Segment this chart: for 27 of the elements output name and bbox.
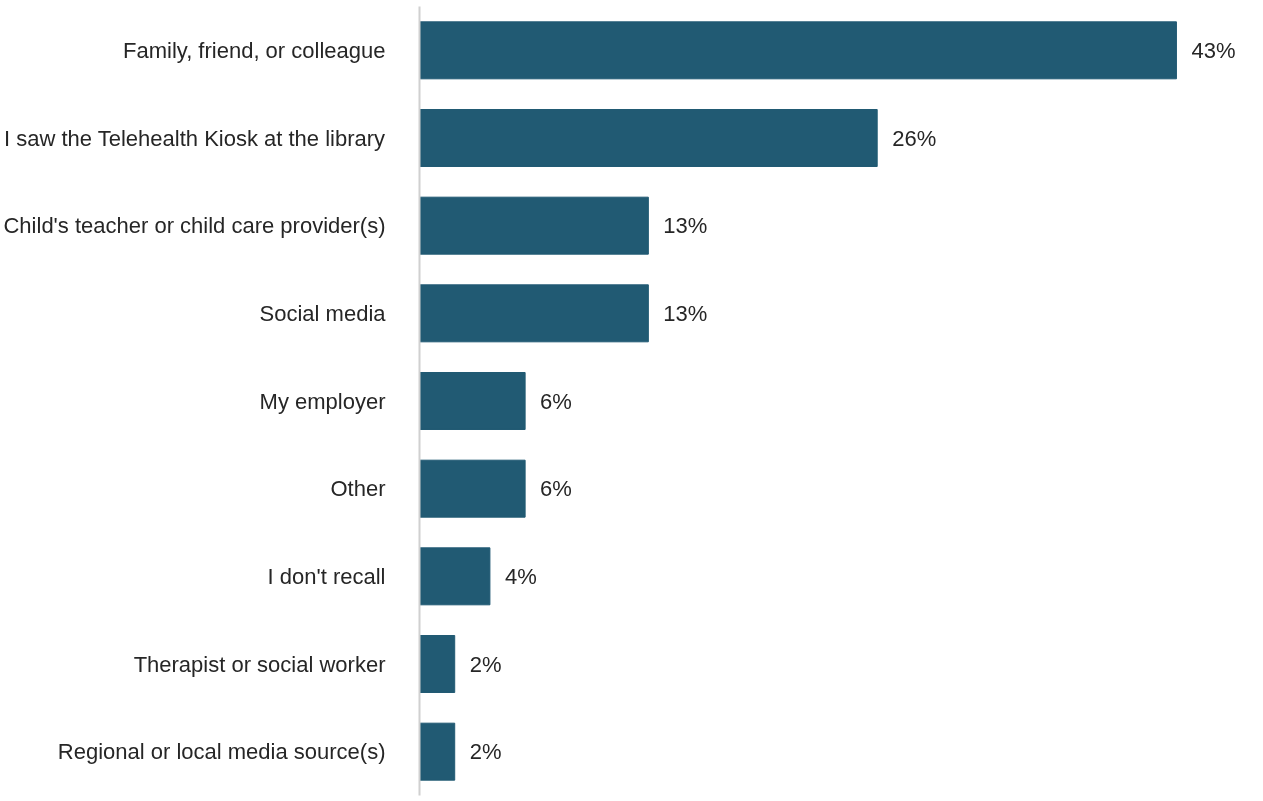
data-label: 13% bbox=[663, 213, 708, 239]
bar bbox=[419, 21, 1177, 80]
data-label: 6% bbox=[540, 388, 572, 414]
y-tick-label: Regional or local media source(s) bbox=[57, 739, 386, 765]
y-tick-label: My employer bbox=[259, 388, 386, 414]
y-tick-label: Social media bbox=[259, 300, 387, 326]
data-label: 26% bbox=[892, 125, 937, 151]
data-label: 4% bbox=[504, 563, 537, 589]
bar bbox=[419, 196, 649, 255]
bar bbox=[419, 722, 456, 781]
y-tick-label: I saw the Telehealth Kiosk at the library bbox=[3, 125, 386, 151]
data-label: 6% bbox=[540, 476, 572, 502]
bar bbox=[419, 547, 491, 606]
data-label: 43% bbox=[1191, 37, 1236, 63]
bar bbox=[419, 635, 456, 693]
data-label: 13% bbox=[663, 300, 708, 326]
y-tick-label: I don't recall bbox=[267, 563, 386, 589]
y-tick-label: Therapist or social worker bbox=[133, 651, 386, 677]
bar bbox=[419, 372, 526, 430]
bar bbox=[419, 284, 649, 343]
bar bbox=[419, 459, 526, 518]
data-label: 2% bbox=[469, 651, 502, 677]
y-tick-label: Other bbox=[330, 476, 386, 502]
y-tick-label: Family, friend, or colleague bbox=[123, 37, 386, 63]
y-tick-label: Child's teacher or child care provider(s) bbox=[3, 213, 386, 239]
bar bbox=[419, 109, 878, 167]
data-label: 2% bbox=[469, 739, 502, 765]
